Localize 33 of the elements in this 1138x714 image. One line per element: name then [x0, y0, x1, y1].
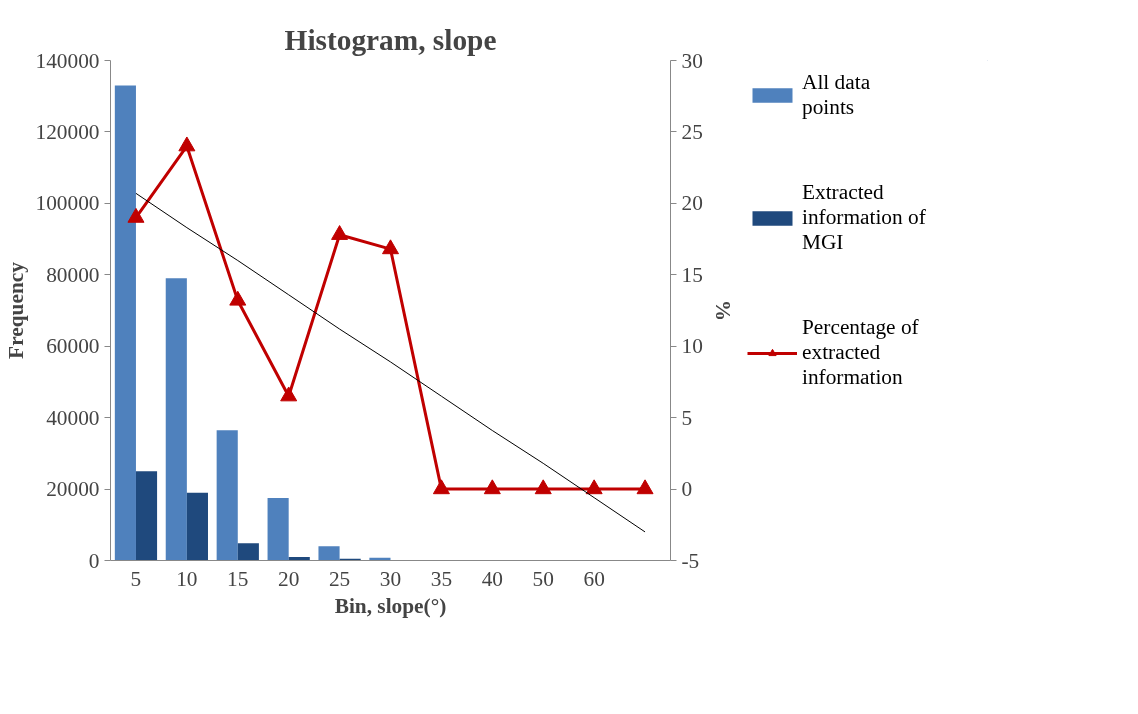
y-tick-label: 80000 [46, 262, 100, 287]
y2-tick-label: 15 [681, 262, 703, 287]
legend-label: Extracted information of MGI [802, 180, 926, 255]
y-tick-label: 40000 [46, 405, 100, 430]
y2-tick-label: 10 [681, 334, 703, 359]
x-tick-label: 25 [328, 566, 351, 591]
y2-tick-label: 25 [681, 119, 703, 144]
y-axis-title: Frequency [3, 261, 28, 359]
y2-tick-label: 30 [681, 48, 703, 73]
legend-label: All data points [802, 70, 871, 120]
legend-label: Percentage of extracted information [802, 315, 919, 390]
y2-tick-label: -5 [681, 548, 700, 573]
x-tick-label: 5 [130, 566, 142, 591]
x-tick-label: 60 [583, 566, 605, 591]
y2-axis-title: % [710, 299, 735, 322]
x-tick-label: 20 [278, 566, 300, 591]
y-tick-label: 0 [88, 548, 100, 573]
x-tick-label: 30 [379, 566, 402, 591]
x-tick-label: 50 [532, 566, 554, 591]
x-tick-label: 10 [176, 566, 198, 591]
x-axis-title: Bin, slope(°) [334, 593, 447, 618]
y2-tick-label: 0 [681, 477, 693, 502]
x-tick-label: 15 [227, 566, 249, 591]
x-tick-label: 35 [430, 566, 453, 591]
chart-title: Histogram, slope [284, 23, 497, 56]
y2-tick-label: 5 [681, 405, 693, 430]
y-tick-label: 20000 [46, 477, 100, 502]
x-tick-label: 40 [481, 566, 503, 591]
y-tick-label: 140000 [35, 48, 100, 73]
y-tick-label: 120000 [35, 119, 100, 144]
y-tick-label: 100000 [35, 191, 100, 216]
y-tick-label: 60000 [46, 334, 100, 359]
y2-tick-label: 20 [681, 191, 703, 216]
